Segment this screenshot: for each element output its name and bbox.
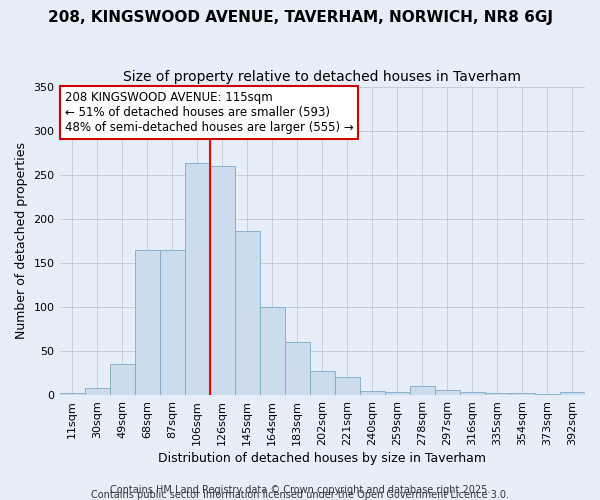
Text: Contains HM Land Registry data © Crown copyright and database right 2025.: Contains HM Land Registry data © Crown c… <box>110 485 490 495</box>
Text: 208 KINGSWOOD AVENUE: 115sqm
← 51% of detached houses are smaller (593)
48% of s: 208 KINGSWOOD AVENUE: 115sqm ← 51% of de… <box>65 91 353 134</box>
Bar <box>260 307 285 395</box>
Bar <box>160 250 185 395</box>
Bar <box>560 392 585 395</box>
Bar <box>385 392 410 395</box>
Bar <box>460 392 485 395</box>
Bar <box>310 372 335 395</box>
Bar <box>59 394 85 395</box>
Bar <box>209 166 235 395</box>
Bar <box>134 250 160 395</box>
Bar <box>185 163 209 395</box>
X-axis label: Distribution of detached houses by size in Taverham: Distribution of detached houses by size … <box>158 452 486 465</box>
Text: Contains public sector information licensed under the Open Government Licence 3.: Contains public sector information licen… <box>91 490 509 500</box>
Bar <box>85 388 110 395</box>
Bar <box>510 394 535 395</box>
Bar <box>285 342 310 395</box>
Bar <box>410 386 435 395</box>
Y-axis label: Number of detached properties: Number of detached properties <box>15 142 28 340</box>
Text: 208, KINGSWOOD AVENUE, TAVERHAM, NORWICH, NR8 6GJ: 208, KINGSWOOD AVENUE, TAVERHAM, NORWICH… <box>47 10 553 25</box>
Bar <box>110 364 134 395</box>
Bar <box>360 390 385 395</box>
Bar <box>485 394 510 395</box>
Bar <box>335 378 360 395</box>
Bar <box>235 231 260 395</box>
Title: Size of property relative to detached houses in Taverham: Size of property relative to detached ho… <box>123 70 521 84</box>
Bar <box>435 390 460 395</box>
Bar <box>535 394 560 395</box>
